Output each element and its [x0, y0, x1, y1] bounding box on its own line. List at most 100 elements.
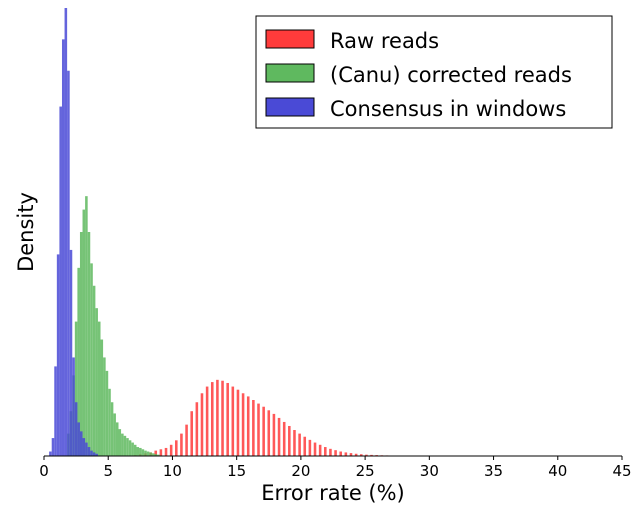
histogram-bar: [82, 438, 86, 456]
legend-swatch-consensus: [265, 97, 315, 117]
histogram-bar: [216, 379, 219, 456]
histogram-bar: [154, 450, 158, 456]
histogram-bar: [282, 421, 286, 456]
histogram-bar: [195, 402, 199, 456]
histogram-bar: [128, 440, 132, 456]
histogram-bar: [118, 429, 122, 456]
histogram-bar: [190, 411, 193, 456]
histogram-bar: [180, 433, 183, 456]
histogram-bar: [85, 196, 88, 456]
histogram-bar: [113, 413, 116, 456]
histogram-bar: [175, 440, 178, 456]
x-axis-ticks: 0 5 10 15 20 25 30 35 40 45: [39, 456, 632, 480]
histogram-bar: [123, 435, 127, 456]
histogram-bar: [131, 442, 134, 456]
histogram-bar: [365, 454, 368, 456]
x-tick-label: 5: [103, 462, 113, 480]
histogram-bar: [141, 449, 145, 456]
histogram-bar: [82, 209, 86, 456]
histogram-bar: [303, 436, 307, 456]
histogram-bar: [164, 447, 168, 456]
histogram-bar: [92, 285, 96, 456]
legend-label-consensus: Consensus in windows: [330, 97, 566, 121]
histogram-bar: [67, 70, 70, 456]
histogram-bar: [157, 454, 160, 456]
histogram-bar: [262, 406, 265, 456]
histogram-bar: [77, 422, 80, 456]
series-1: [67, 196, 160, 456]
x-tick-label: 35: [484, 462, 503, 480]
histogram-bar: [354, 453, 358, 456]
series-2: [49, 8, 98, 457]
x-tick-label: 30: [420, 462, 439, 480]
histogram-bar: [159, 449, 163, 456]
histogram-bar: [267, 410, 271, 456]
x-tick-label: 0: [39, 462, 49, 480]
histogram-bar: [115, 422, 119, 456]
histogram-bar: [359, 454, 363, 456]
histogram-bar: [90, 450, 93, 456]
histogram-bar: [272, 413, 276, 456]
y-axis-label: Density: [14, 192, 38, 272]
histogram-bar: [324, 447, 327, 456]
histogram-bar: [344, 452, 348, 456]
series-0: [133, 379, 563, 456]
histogram-bar: [95, 453, 98, 456]
histogram-bar: [210, 382, 214, 456]
histogram-bar: [313, 442, 317, 456]
histogram-bar: [231, 386, 235, 456]
legend: Raw reads (Canu) corrected reads Consens…: [255, 15, 613, 129]
histogram-bar: [77, 267, 80, 456]
histogram-bar: [54, 366, 57, 456]
histogram-bar: [221, 380, 224, 456]
histogram-bar: [49, 451, 52, 456]
histogram-bar: [329, 448, 332, 456]
histogram-bar: [100, 339, 104, 456]
histogram-bar: [169, 444, 173, 456]
x-tick-label: 45: [612, 462, 631, 480]
histogram-bar: [205, 386, 209, 456]
histogram-bar: [121, 433, 124, 456]
histogram-bar: [339, 451, 342, 456]
histogram-bar: [133, 444, 137, 456]
legend-swatch-corrected-reads: [265, 63, 315, 83]
histogram-bar: [200, 393, 204, 456]
histogram-bar: [370, 454, 373, 456]
histogram-bar: [90, 263, 93, 456]
histogram-bar: [79, 431, 83, 456]
x-tick-label: 20: [291, 462, 310, 480]
histogram-bar: [236, 389, 240, 456]
histogram-bar: [95, 308, 98, 456]
histogram-bar: [64, 8, 68, 456]
x-tick-label: 10: [163, 462, 182, 480]
histogram-bar: [257, 403, 260, 456]
legend-swatch-raw-reads: [265, 29, 315, 49]
legend-box: [255, 15, 613, 129]
histogram-bar: [136, 447, 140, 456]
histogram-bar: [277, 417, 281, 456]
histogram-bar: [149, 452, 152, 456]
histogram-bar: [246, 396, 250, 456]
histogram-bar: [298, 433, 301, 456]
histogram-bar: [288, 425, 291, 456]
x-axis-label: Error rate (%): [261, 481, 405, 505]
histogram-bar: [126, 438, 129, 456]
histogram-bar: [226, 382, 229, 456]
histogram-bar: [51, 438, 55, 456]
histogram-bar: [151, 453, 155, 456]
histogram-bar: [144, 450, 147, 456]
histogram-bar: [61, 39, 65, 457]
histogram-bar: [87, 232, 91, 456]
histogram-bar: [97, 321, 101, 456]
histogram-bar: [308, 439, 312, 456]
histogram-bar: [59, 106, 62, 456]
histogram-bar: [105, 370, 109, 456]
histogram-bar: [56, 254, 60, 456]
legend-label-corrected-reads: (Canu) corrected reads: [330, 63, 572, 87]
histogram-bar: [74, 402, 78, 456]
histogram-bar: [146, 451, 150, 456]
histogram-bar: [110, 402, 114, 456]
histogram-bar: [69, 249, 73, 456]
histogram-bar: [185, 424, 188, 456]
